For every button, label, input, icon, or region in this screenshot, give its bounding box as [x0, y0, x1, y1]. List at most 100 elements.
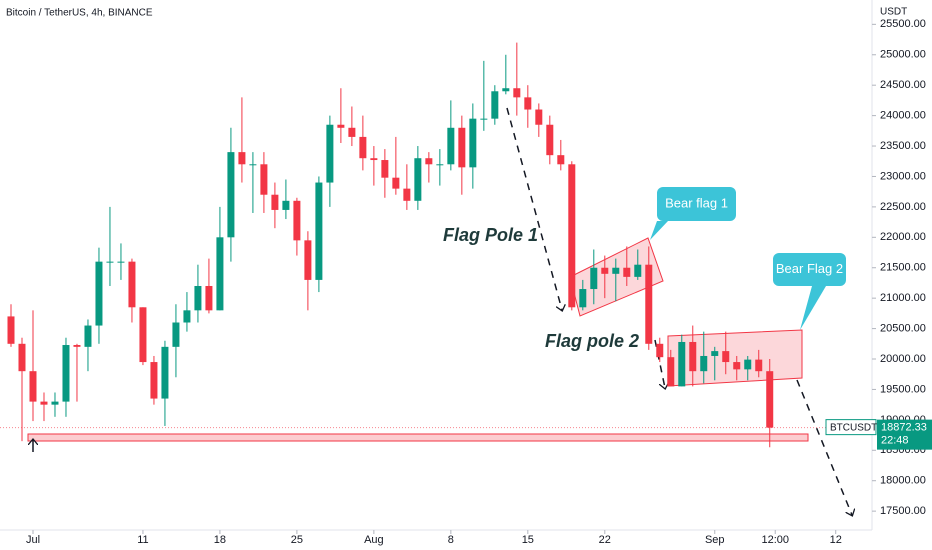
candle-body — [117, 261, 125, 263]
candle-body — [183, 310, 191, 323]
candle-body — [678, 341, 686, 387]
candle-body — [535, 109, 543, 125]
candle-body — [755, 359, 763, 372]
price-tag — [877, 419, 932, 450]
candle-body — [95, 261, 103, 326]
candle-body — [348, 127, 356, 137]
candle-body — [557, 155, 565, 165]
candle-body — [645, 264, 653, 344]
x-tick-label: Sep — [705, 534, 725, 546]
candle-body — [480, 118, 488, 120]
chart-title: Bitcoin / TetherUS, 4h, BINANCE — [6, 8, 153, 19]
annotation: Flag Pole 1 — [443, 225, 538, 245]
axes: 17500.0018000.0018500.0019000.0019500.00… — [26, 18, 932, 546]
candle-body — [194, 285, 202, 311]
x-tick-label: 15 — [522, 534, 534, 546]
symbol-label: BTCUSDT — [830, 422, 877, 433]
candle-body — [546, 124, 554, 156]
candle-body — [733, 362, 741, 370]
x-tick-label: Jul — [26, 534, 40, 546]
candle-body — [392, 177, 400, 189]
candle-body — [568, 164, 576, 308]
candle-body — [249, 164, 257, 166]
candle-body — [590, 267, 598, 290]
y-tick-label: 19500.00 — [880, 383, 926, 395]
candle-body — [161, 346, 169, 399]
candle-body — [634, 264, 642, 277]
candle-body — [513, 88, 521, 98]
candle-body — [150, 362, 158, 399]
y-tick-label: 20500.00 — [880, 322, 926, 334]
candle-body — [216, 237, 224, 311]
candle-body — [172, 322, 180, 347]
projection-arrow — [796, 379, 852, 515]
x-tick-label: 18 — [214, 534, 226, 546]
candle-body — [689, 341, 697, 372]
candle-body — [722, 351, 730, 363]
candle-body — [51, 401, 59, 405]
bear-flag-1-channel — [569, 237, 664, 317]
callout-text: Bear Flag 2 — [776, 261, 843, 276]
x-tick-label: 12 — [830, 534, 842, 546]
pole-1-arrow — [506, 107, 562, 310]
annotation: Flag pole 2 — [545, 331, 639, 351]
candle-body — [304, 240, 312, 280]
candle-body — [403, 188, 411, 201]
y-tick-label: 22500.00 — [880, 201, 926, 213]
x-tick-label: 25 — [291, 534, 303, 546]
candle-body — [29, 371, 37, 402]
candle-body — [425, 158, 433, 165]
x-tick-label: Aug — [364, 534, 384, 546]
candle-body — [667, 357, 675, 387]
candle-body — [84, 325, 92, 347]
symbol-tag — [825, 419, 877, 436]
candle-body — [260, 164, 268, 195]
support-zone — [27, 433, 809, 442]
timer-label: 22:48 — [881, 435, 909, 447]
candle-body — [656, 343, 664, 358]
y-tick-label: 20000.00 — [880, 353, 926, 365]
candle-body — [40, 401, 48, 405]
price-label: 18872.33 — [881, 422, 927, 434]
candle-body — [766, 371, 774, 428]
candle-body — [370, 158, 378, 161]
candle-body — [326, 124, 334, 183]
candle-body — [73, 345, 81, 347]
candle-body — [18, 343, 26, 372]
y-tick-label: 23000.00 — [880, 170, 926, 182]
y-tick-label: 22000.00 — [880, 231, 926, 243]
x-tick-label: 22 — [599, 534, 611, 546]
candle-body — [744, 359, 752, 370]
candle-body — [623, 267, 631, 277]
candle-body — [227, 152, 235, 238]
y-tick-label: 24000.00 — [880, 110, 926, 122]
candle-body — [491, 91, 499, 119]
y-tick-label: 25500.00 — [880, 18, 926, 30]
y-tick-label: 17500.00 — [880, 505, 926, 517]
candle-body — [601, 267, 609, 274]
candle-body — [502, 88, 510, 92]
candle-body — [7, 316, 15, 344]
y-tick-label: 18000.00 — [880, 475, 926, 487]
candle-body — [469, 118, 477, 168]
candle-body — [414, 158, 422, 201]
candle-body — [282, 200, 290, 210]
candle-body — [579, 289, 587, 308]
y-tick-label: 24500.00 — [880, 79, 926, 91]
candle-body — [128, 261, 136, 308]
callout-box — [657, 187, 736, 221]
candle-body — [381, 160, 389, 178]
pole-2-arrow — [654, 339, 665, 388]
candle-body — [359, 136, 367, 159]
candle-body — [271, 194, 279, 210]
candle-body — [139, 307, 147, 363]
y-tick-label: 25000.00 — [880, 49, 926, 61]
candle-body — [293, 200, 301, 241]
callout-pointer — [800, 286, 826, 330]
candle-body — [436, 164, 444, 166]
y-tick-label: 23500.00 — [880, 140, 926, 152]
candle-body — [524, 97, 532, 110]
candle-body — [700, 355, 708, 372]
candle-body — [711, 351, 719, 356]
callout-text: Bear flag 1 — [665, 195, 728, 210]
